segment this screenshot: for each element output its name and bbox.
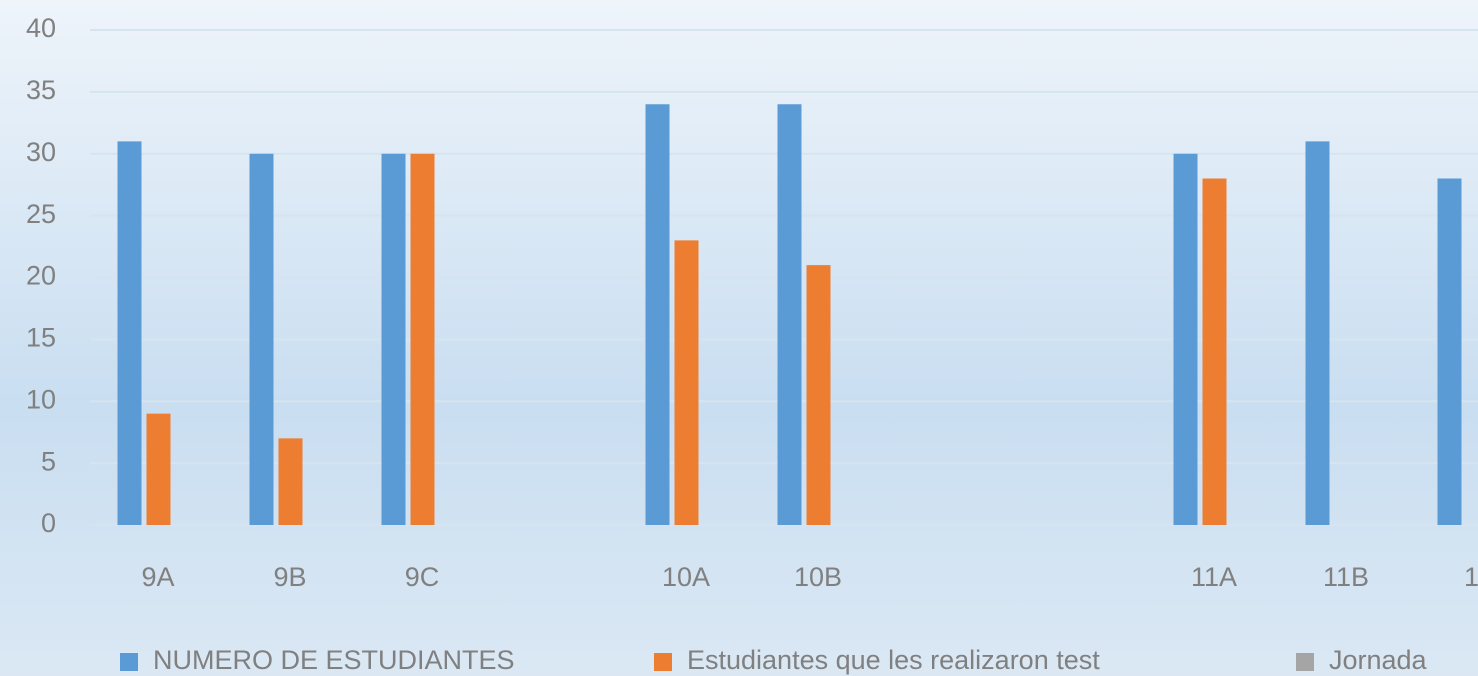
bar (410, 153, 435, 525)
bar (674, 240, 699, 525)
bar (249, 153, 274, 525)
y-tick-label: 10 (26, 384, 56, 414)
x-tick-label: 9C (405, 562, 440, 592)
y-tick-label: 40 (26, 13, 56, 43)
bar (1437, 178, 1462, 525)
bar (1173, 153, 1198, 525)
x-tick-label: 10A (662, 562, 710, 592)
y-tick-label: 15 (26, 323, 56, 353)
bar (278, 438, 303, 525)
bar (645, 104, 670, 525)
x-tick-label: 11B (1323, 562, 1369, 592)
y-tick-label: 25 (26, 199, 56, 229)
bar (1202, 178, 1227, 525)
bar (381, 153, 406, 525)
y-tick-label: 30 (26, 137, 56, 167)
y-tick-label: 20 (26, 261, 56, 291)
legend-label: NUMERO DE ESTUDIANTES (153, 645, 515, 675)
y-tick-label: 5 (41, 446, 56, 476)
x-tick-label: 9B (273, 562, 306, 592)
legend-marker (120, 653, 138, 671)
x-tick-label: 11A (1191, 562, 1237, 592)
bar (117, 141, 142, 525)
bar (1305, 141, 1330, 525)
bar (146, 413, 171, 525)
bar (806, 265, 831, 525)
x-tick-label: 10B (794, 562, 842, 592)
legend-label: Jornada (1329, 645, 1428, 675)
legend-marker (654, 653, 672, 671)
legend-label: Estudiantes que les realizaron test (687, 645, 1100, 675)
bar (777, 104, 802, 525)
y-tick-label: 0 (41, 508, 56, 538)
y-tick-label: 35 (26, 75, 56, 105)
legend-marker (1296, 653, 1314, 671)
x-tick-label: 9A (141, 562, 174, 592)
x-tick-label: 11 (1464, 562, 1478, 592)
